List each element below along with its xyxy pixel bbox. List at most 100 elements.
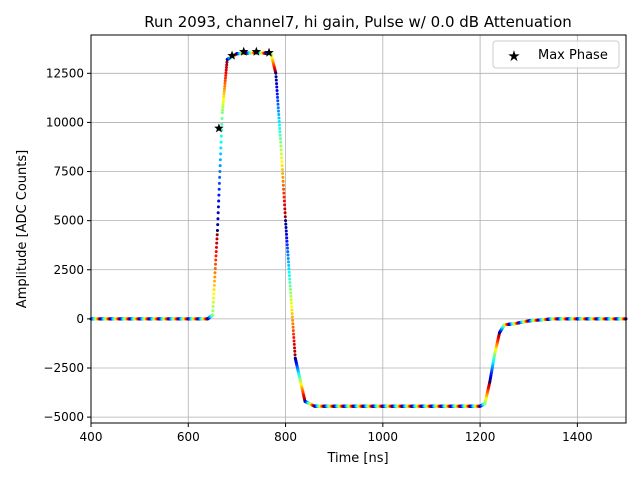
pulse-point [286, 253, 290, 257]
x-axis-ticks: 400 600 800 1000 1200 1400 [80, 423, 593, 444]
pulse-point [289, 298, 293, 302]
pulse-point [274, 71, 278, 75]
pulse-point [285, 232, 289, 236]
pulse-point [292, 332, 296, 336]
max-phase-point [251, 46, 262, 56]
pulse-point [289, 294, 293, 298]
pulse-point [214, 254, 218, 258]
y-tick-label: 7500 [53, 165, 84, 179]
pulse-point [285, 236, 289, 240]
max-phase-point [264, 47, 274, 57]
pulse-point [291, 325, 295, 329]
max-phase-series [214, 46, 274, 133]
pulse-point [218, 170, 222, 174]
pulse-point [284, 226, 288, 230]
pulse-point [225, 63, 229, 67]
pulse-point [218, 158, 222, 162]
pulse-point [217, 181, 221, 185]
y-tick-label: 10000 [46, 115, 84, 129]
x-tick-label: 1200 [465, 430, 496, 444]
pulse-point [213, 275, 217, 279]
pulse-point [278, 137, 282, 141]
y-tick-label: 2500 [53, 263, 84, 277]
pulse-point [214, 262, 218, 266]
pulse-point [279, 148, 283, 152]
pulse-point [278, 130, 282, 134]
pulse-point [212, 283, 216, 287]
max-phase-point [227, 50, 237, 60]
y-tick-label: −2500 [43, 361, 84, 375]
pulse-point [282, 191, 286, 195]
pulse-point [276, 106, 280, 110]
pulse-point [284, 222, 288, 226]
pulse-point [219, 134, 223, 138]
pulse-point [215, 233, 219, 237]
pulse-point [211, 305, 215, 308]
pulse-point [280, 168, 284, 172]
pulse-point [282, 187, 286, 191]
pulse-point [274, 75, 278, 79]
x-tick-label: 400 [80, 430, 103, 444]
pulse-point [285, 239, 289, 243]
pulse-point [211, 313, 215, 317]
x-tick-label: 1400 [562, 430, 593, 444]
pulse-point [286, 260, 290, 264]
pulse-point [283, 211, 287, 215]
pulse-point [221, 105, 225, 109]
pulse-point [278, 126, 282, 130]
y-tick-label: 0 [76, 312, 84, 326]
pulse-point [276, 102, 280, 106]
pulse-point [223, 87, 227, 91]
pulse-point [283, 207, 287, 211]
pulse-point [219, 152, 223, 156]
pulse-point [291, 318, 295, 322]
pulse-point [292, 342, 296, 346]
pulse-point [215, 241, 219, 245]
pulse-point [277, 123, 281, 127]
pulse-point [277, 113, 281, 117]
pulse-point [279, 152, 283, 156]
pulse-point [225, 60, 229, 64]
pulse-trace [89, 51, 628, 408]
pulse-point [287, 263, 291, 267]
pulse-point [282, 195, 286, 199]
pulse-point [212, 292, 216, 296]
max-phase-point [238, 46, 249, 56]
pulse-point [286, 250, 290, 254]
pulse-point [290, 308, 294, 312]
pulse-point [277, 119, 281, 123]
pulse-point [223, 76, 227, 80]
plot-area [89, 34, 628, 424]
pulse-point [288, 284, 292, 288]
pulse-point [291, 329, 295, 333]
pulse-point [284, 229, 288, 233]
pulse-point [280, 164, 284, 168]
pulse-point [290, 311, 294, 315]
pulse-point [285, 246, 289, 250]
pulse-point [287, 267, 291, 271]
pulse-point [213, 266, 217, 270]
legend-box [492, 40, 620, 69]
pulse-point [276, 109, 280, 113]
y-tick-label: 12500 [46, 66, 84, 80]
pulse-point [216, 205, 220, 209]
pulse-point [217, 199, 221, 203]
pulse-point [288, 287, 292, 291]
legend-star-icon: ★ [507, 47, 520, 65]
pulse-point [221, 100, 225, 104]
pulse-point [216, 223, 220, 227]
pulse-point [290, 315, 294, 319]
pulse-point [287, 270, 291, 274]
pulse-point [285, 243, 289, 247]
pulse-point [215, 237, 219, 241]
pulse-point [288, 281, 292, 285]
legend-entry-max-phase: Max Phase [538, 48, 608, 63]
pulse-point [282, 199, 286, 203]
pulse-point [211, 309, 215, 313]
pulse-point [274, 78, 278, 82]
pulse-point [292, 339, 296, 343]
y-axis-ticks: −5000 −2500 0 2500 5000 7500 10000 12500 [43, 66, 91, 424]
pulse-point [293, 349, 297, 353]
grid-lines [90, 35, 626, 423]
